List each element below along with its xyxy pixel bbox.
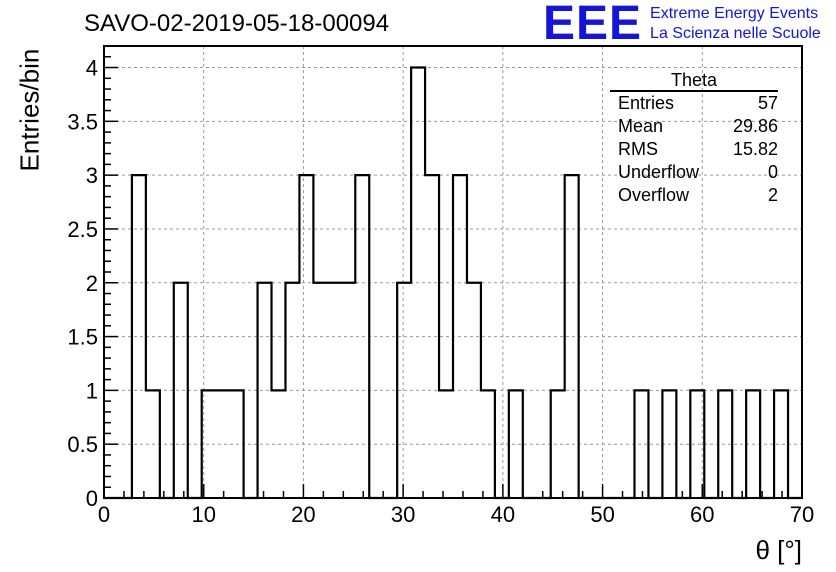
histogram-bin	[202, 390, 216, 498]
stats-label: Underflow	[618, 162, 700, 182]
histogram-bin	[230, 390, 244, 498]
x-axis-label: θ [°]	[755, 535, 802, 565]
y-tick-label: 4	[86, 56, 98, 81]
x-tick-label: 0	[98, 502, 110, 527]
stats-value: 15.82	[732, 139, 778, 159]
histogram-bin	[132, 175, 146, 498]
stats-value: 57	[757, 93, 778, 113]
histogram-bin	[453, 175, 467, 498]
y-tick-label: 2	[86, 271, 98, 296]
x-tick-label: 60	[690, 502, 714, 527]
histogram-bin	[467, 283, 481, 498]
y-tick-label: 2.5	[67, 217, 98, 242]
logo-line-1: Extreme Energy Events	[650, 5, 819, 22]
y-tick-label: 3	[86, 163, 98, 188]
histogram-bin	[174, 283, 188, 498]
histogram-bin	[565, 175, 579, 498]
stats-row-entries: Entries 57	[610, 92, 778, 115]
histogram-bin	[397, 283, 411, 498]
histogram-bin	[313, 283, 327, 498]
stats-label: Entries	[618, 93, 675, 113]
x-tick-label: 50	[590, 502, 614, 527]
x-tick-label: 10	[191, 502, 215, 527]
stats-row-rms: RMS 15.82	[610, 138, 778, 161]
logo-text: Extreme Energy Events La Scienza nelle S…	[650, 4, 821, 44]
histogram-bin	[551, 390, 565, 498]
histogram-bin	[425, 175, 439, 498]
histogram-bin	[746, 390, 760, 498]
histogram-bin	[662, 390, 676, 498]
histogram-bin	[634, 390, 648, 498]
histogram-bin	[341, 283, 355, 498]
stats-label: RMS	[618, 139, 658, 159]
histogram-bin	[718, 390, 732, 498]
histogram-bin	[327, 283, 341, 498]
y-tick-label: 1	[86, 378, 98, 403]
histogram-bars	[104, 66, 802, 500]
chart-title: SAVO-02-2019-05-18-00094	[84, 10, 390, 37]
logo-mark: EEE	[543, 0, 643, 50]
histogram-bin	[411, 68, 425, 498]
x-tick-label: 40	[491, 502, 515, 527]
histogram-bin	[146, 390, 160, 498]
histogram-bin	[439, 390, 453, 498]
histogram-bin	[774, 390, 788, 498]
x-tick-label: 20	[291, 502, 315, 527]
histogram-bin	[690, 390, 704, 498]
stats-value: 0	[767, 162, 778, 182]
stats-value: 29.86	[732, 116, 778, 136]
y-tick-label: 0	[86, 486, 98, 511]
histogram-bin	[355, 175, 369, 498]
stats-row-overflow: Overflow 2	[610, 184, 778, 207]
x-tick-label: 70	[790, 502, 814, 527]
stats-label: Mean	[618, 116, 664, 136]
stats-title: Theta	[610, 70, 778, 92]
stats-label: Overflow	[618, 185, 690, 205]
y-tick-label: 3.5	[67, 109, 98, 134]
histogram-bin	[272, 390, 286, 498]
y-axis-label: Entries/bin	[14, 48, 45, 172]
logo-line-2: La Scienza nelle Scuole	[650, 25, 821, 42]
histogram-bin	[299, 175, 313, 498]
y-tick-label: 0.5	[67, 432, 98, 457]
histogram-step-line	[104, 66, 802, 500]
stats-box: Theta Entries 57 Mean 29.86 RMS 15.82 Un…	[610, 70, 778, 207]
histogram-bin	[285, 283, 299, 498]
stats-value: 2	[767, 185, 778, 205]
histogram-bin	[216, 390, 230, 498]
stats-row-mean: Mean 29.86	[610, 115, 778, 138]
histogram-bin	[509, 390, 523, 498]
histogram-bin	[481, 390, 495, 498]
axes	[103, 45, 803, 499]
stats-row-underflow: Underflow 0	[610, 161, 778, 184]
x-tick-label: 30	[391, 502, 415, 527]
y-tick-label: 1.5	[67, 325, 98, 350]
histogram-bin	[258, 283, 272, 498]
eee-logo: EEE Extreme Energy Events La Scienza nel…	[543, 0, 821, 50]
